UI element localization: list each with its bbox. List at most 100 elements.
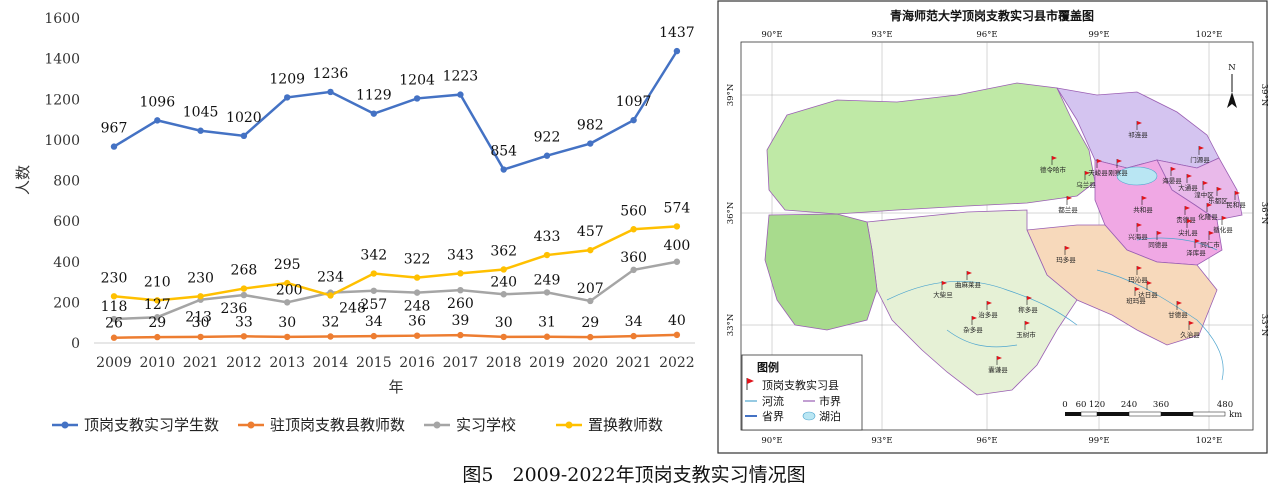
svg-text:图例: 图例 xyxy=(757,360,779,374)
series-1-data-label: 40 xyxy=(668,313,686,329)
figure-caption: 图5 2009-2022年顶岗支教实习情况图 xyxy=(462,464,806,486)
county-flag-icon xyxy=(1186,219,1192,228)
svg-text:市界: 市界 xyxy=(819,394,841,408)
y-tick-label: 600 xyxy=(53,214,80,230)
svg-text:省界: 省界 xyxy=(762,410,784,423)
series-1-data-label: 30 xyxy=(495,315,513,331)
series-1-point xyxy=(587,333,594,341)
series-0-data-label: 1437 xyxy=(659,25,695,41)
county-flag-icon xyxy=(1116,159,1122,168)
svg-text:湖泊: 湖泊 xyxy=(819,410,841,423)
lon-label-bottom-96: 96°E xyxy=(976,436,997,446)
y-tick-label: 1200 xyxy=(44,92,80,108)
series-2-data-label: 118 xyxy=(101,299,128,315)
series-2-data-label: 240 xyxy=(490,274,517,290)
svg-text:驻顶岗支教县教师数: 驻顶岗支教县教师数 xyxy=(270,416,405,434)
series-3-point xyxy=(370,270,377,277)
series-1-data-label: 30 xyxy=(192,315,210,331)
series-2-point xyxy=(630,266,637,274)
series-3-data-label: 457 xyxy=(577,224,604,240)
coverage-map-panel: 青海师范大学顶岗支教实习县市覆盖图 祁连县 门源县 刚察县 海晏县 大通县 湟中区 乐都区民… xyxy=(717,0,1268,455)
legend-item-0: 顶岗支教实习学生数 xyxy=(52,416,219,434)
map-legend: 图例 顶岗支教实习县 河流 市界 省界 湖泊 xyxy=(741,354,863,431)
svg-text:河流: 河流 xyxy=(762,394,784,408)
county-flag-icon xyxy=(1170,167,1176,176)
series-0-data-label: 922 xyxy=(534,130,561,146)
series-0-data-label: 1209 xyxy=(269,71,305,87)
series-2-data-label: 249 xyxy=(534,272,561,288)
series-0-point xyxy=(327,88,334,96)
county-flag-icon xyxy=(1186,174,1192,183)
series-1-point xyxy=(197,333,204,341)
series-1-data-label: 29 xyxy=(148,315,166,331)
y-tick-label: 0 xyxy=(71,336,80,352)
county-flag-icon xyxy=(1024,321,1030,330)
county-label: 刚察县 xyxy=(1108,168,1128,177)
series-2-point xyxy=(500,291,507,298)
series-2-data-label: 257 xyxy=(360,297,387,313)
county-flag-icon xyxy=(1141,196,1147,205)
county-flag-icon xyxy=(1026,296,1032,305)
lat-label-right-33: 33°N xyxy=(1259,314,1268,337)
legend-item-3: 置换教师数 xyxy=(556,416,663,434)
svg-text:顶岗支教实习县: 顶岗支教实习县 xyxy=(762,378,839,392)
county-flag-icon xyxy=(1221,216,1227,225)
x-tick-label: 2022 xyxy=(659,355,695,371)
legend-item-1: 驻顶岗支教县教师数 xyxy=(238,416,405,434)
county-flag-icon xyxy=(1066,196,1072,205)
scale-tick-label: 480 xyxy=(1217,400,1233,410)
y-tick-label: 800 xyxy=(53,174,80,190)
legend-flag-icon xyxy=(746,378,754,390)
series-3-point xyxy=(543,251,551,259)
lon-label-top-102: 102°E xyxy=(1196,30,1223,40)
county-label: 泽库县 xyxy=(1186,248,1206,257)
county-flag-icon xyxy=(1206,203,1212,212)
series-2-point xyxy=(154,314,161,321)
series-3-point xyxy=(500,266,507,273)
svg-text:N: N xyxy=(1228,63,1236,73)
x-tick-label: 2010 xyxy=(139,355,175,371)
county-label: 都兰县 xyxy=(1058,205,1078,214)
series-0-point xyxy=(673,47,681,55)
lake-legend-icon xyxy=(802,411,816,421)
lon-label-bottom-99: 99°E xyxy=(1088,436,1109,446)
series-3-data-label: 230 xyxy=(101,270,128,286)
series-0-point xyxy=(587,140,594,147)
y-tick-label: 1600 xyxy=(44,11,80,27)
x-axis-label: 年 xyxy=(388,378,403,396)
series-0-point xyxy=(284,94,291,101)
series-3-point xyxy=(110,293,118,300)
county-label: 达日县 xyxy=(1138,290,1158,299)
series-3-point xyxy=(327,292,334,299)
x-tick-label: 2009 xyxy=(96,355,132,371)
series-2-point xyxy=(240,291,248,299)
series-3-data-label: 230 xyxy=(187,270,214,286)
series-3-data-label: 322 xyxy=(404,252,431,268)
series-1-point xyxy=(500,333,507,341)
county-flag-icon xyxy=(1084,171,1090,180)
county-flag-icon xyxy=(1051,156,1057,165)
county-flag-icon xyxy=(1208,231,1214,240)
series-line-2 xyxy=(113,260,678,321)
qinghai-lake xyxy=(1116,166,1158,186)
series-0-point xyxy=(110,143,118,150)
lon-label-top-99: 99°E xyxy=(1088,30,1109,40)
north-arrow-icon: N xyxy=(1227,63,1237,108)
county-label: 天峻县 xyxy=(1088,168,1108,177)
x-tick-label: 2014 xyxy=(313,355,349,371)
lat-label-right-36: 36°N xyxy=(1259,202,1268,225)
series-2-data-label: 127 xyxy=(144,297,171,313)
county-label: 民和县 xyxy=(1226,200,1246,209)
series-0-point xyxy=(457,91,464,98)
county-label: 玉树市 xyxy=(1016,330,1036,339)
map-region-haixi-north xyxy=(766,82,1096,215)
series-3-data-label: 342 xyxy=(360,248,387,264)
series-3-point xyxy=(240,285,248,292)
county-flag-icon xyxy=(1134,287,1140,296)
series-2-point xyxy=(543,289,551,296)
y-tick-label: 1400 xyxy=(44,52,80,68)
series-0-data-label: 967 xyxy=(101,121,128,137)
series-0-point xyxy=(630,116,637,124)
lat-label-right-39: 39°N xyxy=(1259,84,1268,107)
lon-label-bottom-102: 102°E xyxy=(1196,436,1223,446)
